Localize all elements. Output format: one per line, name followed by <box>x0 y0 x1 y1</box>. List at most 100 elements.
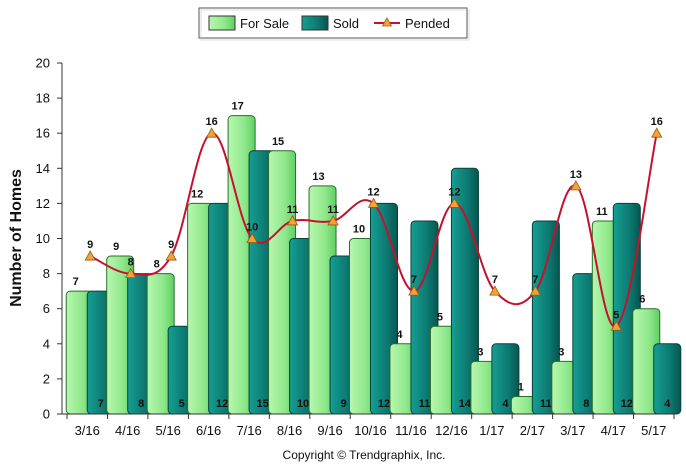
pended-marker <box>286 215 299 226</box>
bar-label-for-sale: 5 <box>437 311 443 323</box>
bar-label-sold: 7 <box>98 398 104 410</box>
x-tick-label: 5/16 <box>156 423 181 438</box>
pended-label: 11 <box>327 204 339 216</box>
bar-label-sold: 4 <box>664 398 671 410</box>
bar-label-sold: 12 <box>621 398 633 410</box>
bar-label-for-sale: 11 <box>596 206 608 218</box>
y-tick-label: 8 <box>43 266 50 281</box>
legend: For Sale Sold Pended <box>198 7 470 41</box>
x-tick-label: 10/16 <box>354 423 387 438</box>
bar-label-for-sale: 4 <box>396 329 403 341</box>
pended-marker <box>367 197 380 208</box>
bar-label-sold: 4 <box>502 398 509 410</box>
pended-marker <box>610 320 622 331</box>
bar-label-sold: 14 <box>459 398 472 410</box>
pended-marker <box>84 250 96 261</box>
pended-label: 16 <box>206 116 218 128</box>
x-tick-label: 5/17 <box>641 423 666 438</box>
x-tick-label: 2/17 <box>520 423 545 438</box>
bar-label-sold: 8 <box>583 398 589 410</box>
bar-label-for-sale: 3 <box>477 346 483 358</box>
bar-label-sold: 12 <box>378 398 390 410</box>
pended-label: 7 <box>492 274 498 286</box>
bar-label-for-sale: 3 <box>558 346 564 358</box>
bar-label-sold: 5 <box>179 398 185 410</box>
pended-label: 9 <box>168 239 174 251</box>
x-tick-label: 9/16 <box>317 423 342 438</box>
bar-label-for-sale: 1 <box>518 381 524 393</box>
copyright-text: Copyright © Trendgraphix, Inc. <box>283 448 446 462</box>
pended-label: 12 <box>367 186 379 198</box>
pended-line <box>89 132 658 328</box>
bar-label-for-sale: 12 <box>191 188 203 200</box>
pended-label: 7 <box>532 274 538 286</box>
x-tick-label: 12/16 <box>435 423 468 438</box>
y-tick-label: 6 <box>43 301 50 316</box>
bar-label-sold: 12 <box>216 398 228 410</box>
pended-marker <box>529 285 542 296</box>
y-tick-label: 20 <box>36 56 50 71</box>
x-tick-label: 3/17 <box>560 423 585 438</box>
y-tick-label: 18 <box>36 91 50 106</box>
pended-marker <box>570 180 582 191</box>
pended-marker <box>205 127 218 138</box>
pended-label: 7 <box>411 274 417 286</box>
legend-box <box>198 7 468 39</box>
bar-label-for-sale: 7 <box>73 276 79 288</box>
x-tick-label: 6/16 <box>196 423 221 438</box>
legend-label-for-sale: For Sale <box>240 16 289 31</box>
bar-label-for-sale: 17 <box>231 101 243 113</box>
x-tick-label: 4/17 <box>601 423 626 438</box>
pended-label: 16 <box>651 116 663 128</box>
bar-label-for-sale: 15 <box>272 136 284 148</box>
x-axis: 3/16 4/16 5/16 6/16 7/16 8/16 9/16 10/16 11/16 12… <box>57 413 675 438</box>
legend-swatch-sold <box>301 15 329 31</box>
y-tick-label: 16 <box>36 126 50 141</box>
y-tick-label: 4 <box>43 336 50 351</box>
x-tick-label: 1/17 <box>479 423 504 438</box>
bar-label-sold: 10 <box>297 398 309 410</box>
bar-label-sold: 15 <box>256 398 268 410</box>
bar-label-sold: 9 <box>340 398 346 410</box>
bar-label-for-sale: 9 <box>113 241 119 253</box>
bar-label-for-sale: 10 <box>353 224 365 236</box>
pended-label: 9 <box>87 239 93 251</box>
pended-marker <box>408 285 420 296</box>
y-axis: 0 2 4 6 8 10 12 14 16 18 20 <box>36 56 63 422</box>
x-tick-label: 11/16 <box>395 423 427 438</box>
bar-label-for-sale: 13 <box>312 171 324 183</box>
y-tick-label: 14 <box>36 161 50 176</box>
y-tick-label: 0 <box>43 407 50 422</box>
y-tick-label: 10 <box>36 231 50 246</box>
y-tick-label: 12 <box>36 196 50 211</box>
legend-swatch-for-sale <box>208 15 236 31</box>
pended-label: 8 <box>128 257 134 269</box>
pended-label: 10 <box>246 222 258 234</box>
bar-label-sold: 8 <box>138 398 144 410</box>
pended-marker <box>327 215 339 226</box>
pended-marker <box>448 197 461 208</box>
y-tick-label: 2 <box>43 371 50 386</box>
pended-label: 11 <box>287 204 299 216</box>
legend-label-sold: Sold <box>333 16 359 31</box>
pended-marker <box>489 285 501 296</box>
legend-label-pended: Pended <box>405 16 450 31</box>
x-tick-label: 8/16 <box>277 423 302 438</box>
bar-label-sold: 11 <box>419 398 431 410</box>
x-tick-label: 3/16 <box>75 423 100 438</box>
pended-label: 12 <box>448 186 460 198</box>
pended-label: 5 <box>613 309 619 321</box>
bar-label-sold: 11 <box>540 398 552 410</box>
y-axis-title: Number of Homes <box>8 169 25 307</box>
pended-label: 13 <box>570 169 582 181</box>
pended-marker <box>125 267 137 279</box>
x-tick-label: 4/16 <box>115 423 140 438</box>
bar-label-for-sale: 6 <box>639 294 645 306</box>
bars: 7798851212171515101391012411514341113811… <box>65 101 682 415</box>
bar-label-for-sale: 8 <box>154 259 160 271</box>
pended-marker <box>651 127 663 138</box>
legend-marker-pended <box>381 17 393 27</box>
